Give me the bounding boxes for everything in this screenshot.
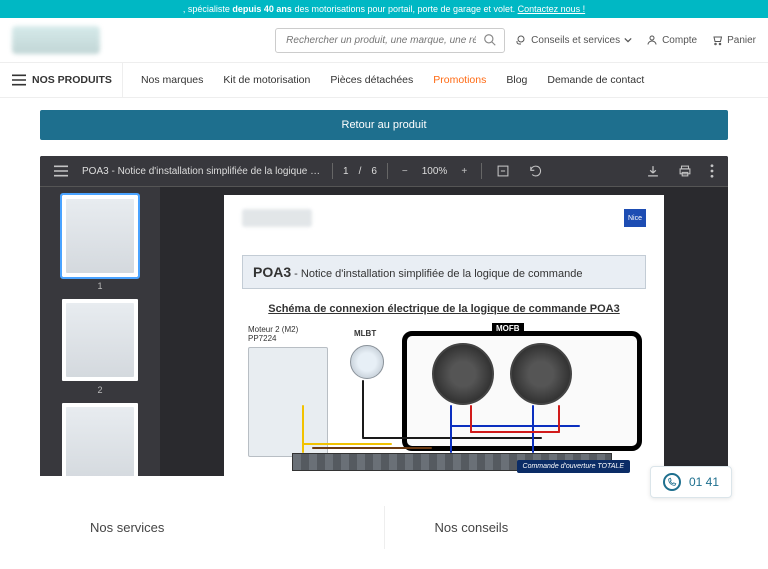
pdf-page-current: 1 bbox=[343, 166, 349, 177]
help-phone-widget[interactable]: 01 41 bbox=[650, 466, 732, 498]
zoom-level: 100% bbox=[422, 166, 448, 177]
site-logo[interactable] bbox=[12, 26, 100, 54]
user-icon bbox=[646, 34, 658, 46]
pdf-thumbnail-label: 2 bbox=[40, 385, 160, 395]
pdf-thumbnails[interactable]: 12 bbox=[40, 187, 160, 476]
wire-red bbox=[470, 431, 560, 433]
pdf-title: POA3 - Notice d'installation simplifiée … bbox=[82, 166, 322, 177]
footer-col-services[interactable]: Nos services bbox=[40, 506, 384, 549]
mlbt-device bbox=[350, 345, 384, 379]
wire-red-v2 bbox=[558, 405, 560, 433]
mofb-device-rx bbox=[432, 343, 494, 405]
wire-brown bbox=[312, 447, 432, 449]
nav-item-0[interactable]: Nos marques bbox=[141, 74, 203, 86]
phone-icon bbox=[663, 473, 681, 491]
wire-yellow-v bbox=[302, 405, 304, 453]
help-phone-number: 01 41 bbox=[689, 475, 719, 489]
conseils-label: Conseils et services bbox=[531, 35, 620, 46]
doc-subtitle: Schéma de connexion électrique de la log… bbox=[242, 303, 646, 315]
cart-label: Panier bbox=[727, 35, 756, 46]
nav-item-2[interactable]: Pièces détachées bbox=[330, 74, 413, 86]
motor-label: Moteur 2 (M2)PP7224 bbox=[248, 325, 298, 343]
nav-item-3[interactable]: Promotions bbox=[433, 74, 486, 86]
footer-links: Nos services Nos conseils bbox=[40, 506, 728, 549]
download-button[interactable] bbox=[642, 162, 664, 180]
pdf-page-sep: / bbox=[359, 166, 362, 177]
doc-brand-logo bbox=[242, 209, 312, 227]
fit-page-button[interactable] bbox=[492, 162, 514, 180]
toolbar-sep bbox=[332, 163, 333, 179]
account-label: Compte bbox=[662, 35, 697, 46]
pdf-thumbnail[interactable] bbox=[62, 195, 138, 277]
pdf-thumbnail[interactable] bbox=[62, 299, 138, 381]
search-input[interactable] bbox=[275, 28, 505, 53]
search-box bbox=[275, 28, 505, 53]
more-menu-button[interactable] bbox=[706, 162, 718, 180]
cart-link[interactable]: Panier bbox=[711, 34, 756, 46]
pdf-thumbnail[interactable] bbox=[62, 403, 138, 476]
command-label: Commande d'ouverture TOTALE bbox=[517, 460, 630, 473]
wire-blue-v bbox=[450, 405, 452, 453]
toolbar-sep bbox=[481, 163, 482, 179]
print-button[interactable] bbox=[674, 162, 696, 180]
announcement-bar: , spécialiste depuis 40 ans des motorisa… bbox=[0, 0, 768, 18]
zoom-out-button[interactable]: − bbox=[398, 164, 412, 179]
pdf-page-total: 6 bbox=[371, 166, 377, 177]
pdf-page-view[interactable]: Nice POA3 - Notice d'installation simpli… bbox=[160, 187, 728, 476]
announcement-link[interactable]: Contactez nous ! bbox=[518, 4, 586, 14]
wire-black-v bbox=[362, 380, 364, 438]
pdf-toolbar: POA3 - Notice d'installation simplifiée … bbox=[40, 156, 728, 187]
mlbt-label: MLBT bbox=[354, 329, 376, 338]
pdf-body: 12 Nice POA3 - Notice d'installation sim… bbox=[40, 187, 728, 476]
account-link[interactable]: Compte bbox=[646, 34, 697, 46]
mofb-device-tx bbox=[510, 343, 572, 405]
site-header: Conseils et services Compte Panier bbox=[0, 18, 768, 62]
wire-yellow bbox=[302, 443, 392, 445]
header-links: Conseils et services Compte Panier bbox=[515, 34, 756, 46]
hamburger-icon bbox=[12, 74, 26, 86]
mofb-label: MOFB bbox=[492, 323, 524, 334]
toolbar-sep bbox=[387, 163, 388, 179]
nice-badge: Nice bbox=[624, 209, 646, 227]
nav-item-5[interactable]: Demande de contact bbox=[547, 74, 644, 86]
announcement-text: , spécialiste depuis 40 ans des motorisa… bbox=[183, 4, 585, 14]
pdf-viewer: POA3 - Notice d'installation simplifiée … bbox=[40, 156, 728, 476]
headset-icon bbox=[515, 34, 527, 46]
motor-box bbox=[248, 347, 328, 457]
nav-items: Nos marques Kit de motorisation Pièces dét… bbox=[141, 74, 644, 86]
zoom-in-button[interactable]: + bbox=[457, 164, 471, 179]
pdf-page: Nice POA3 - Notice d'installation simpli… bbox=[224, 195, 664, 476]
search-icon[interactable] bbox=[483, 33, 497, 47]
footer-col-conseils[interactable]: Nos conseils bbox=[384, 506, 729, 549]
wire-blue-v2 bbox=[532, 405, 534, 453]
pdf-thumbnail-label: 1 bbox=[40, 281, 160, 291]
wire-red-v bbox=[470, 405, 472, 433]
doc-title: POA3 - Notice d'installation simplifiée … bbox=[242, 255, 646, 289]
pdf-sidebar-toggle[interactable] bbox=[50, 163, 72, 179]
back-to-product-button[interactable]: Retour au produit bbox=[40, 110, 728, 140]
wire-black bbox=[362, 437, 542, 439]
rotate-button[interactable] bbox=[524, 162, 546, 180]
products-menu-label: NOS PRODUITS bbox=[32, 74, 112, 86]
wiring-diagram: Moteur 2 (M2)PP7224 MLBT MOFB bbox=[242, 325, 646, 475]
cart-icon bbox=[711, 34, 723, 46]
chevron-down-icon bbox=[624, 36, 632, 44]
conseils-menu[interactable]: Conseils et services bbox=[515, 34, 632, 46]
nav-item-4[interactable]: Blog bbox=[506, 74, 527, 86]
products-menu-button[interactable]: NOS PRODUITS bbox=[12, 63, 123, 97]
main-nav: NOS PRODUITS Nos marques Kit de motorisat… bbox=[0, 62, 768, 98]
nav-item-1[interactable]: Kit de motorisation bbox=[223, 74, 310, 86]
